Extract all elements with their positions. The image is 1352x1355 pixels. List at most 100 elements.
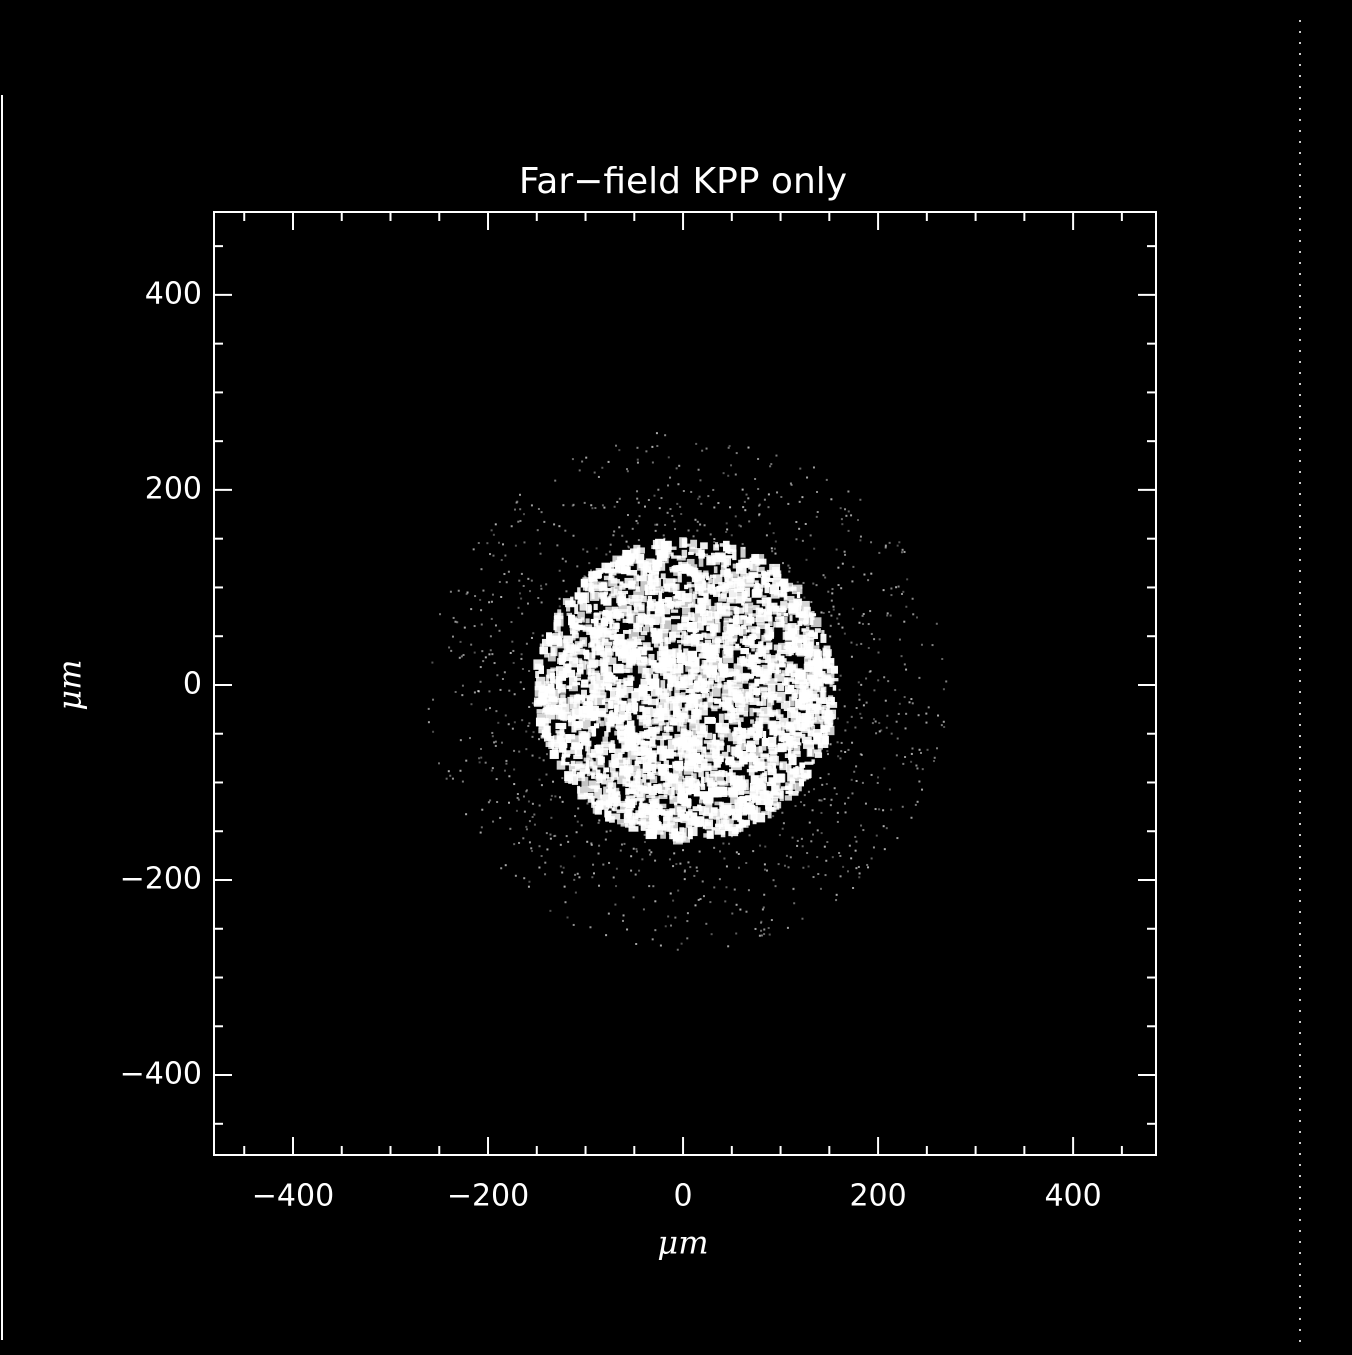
speckle-halo: [889, 789, 891, 791]
speckle-grain: [575, 649, 585, 655]
speckle-grain: [614, 609, 619, 617]
speckle-halo: [508, 775, 510, 777]
speckle-grain: [770, 756, 779, 766]
speckle-halo: [729, 506, 731, 508]
speckle-grain: [680, 795, 685, 805]
speckle-grain: [710, 590, 717, 595]
speckle-halo: [598, 885, 600, 887]
speckle-grain: [820, 634, 826, 643]
speckle-halo: [848, 510, 850, 512]
speckle-halo: [744, 501, 746, 503]
speckle-grain: [582, 661, 586, 670]
speckle-halo: [586, 841, 588, 843]
speckle-halo: [866, 864, 868, 866]
speckle-halo: [531, 637, 533, 639]
speckle-halo: [845, 811, 847, 813]
speckle-halo: [699, 524, 701, 526]
speckle-halo: [622, 920, 624, 922]
speckle-grain: [542, 639, 552, 647]
speckle-halo: [735, 474, 737, 476]
speckle-grain: [806, 680, 813, 686]
speckle-halo: [808, 791, 810, 793]
speckle-grain: [671, 780, 674, 789]
speckle-grain: [687, 790, 695, 794]
speckle-halo: [598, 845, 600, 847]
speckle-halo: [550, 799, 552, 801]
speckle-grain: [725, 649, 731, 656]
speckle-grain: [643, 763, 651, 773]
speckle-halo: [613, 876, 615, 878]
speckle-halo: [492, 821, 494, 823]
speckle-grain: [732, 683, 742, 688]
speckle-halo: [793, 902, 795, 904]
speckle-grain: [582, 640, 585, 644]
speckle-grain: [605, 607, 612, 616]
speckle-halo: [898, 586, 900, 588]
speckle-halo: [726, 522, 728, 524]
speckle-halo: [776, 491, 778, 493]
speckle-grain: [603, 767, 609, 772]
speckle-grain: [664, 688, 671, 696]
speckle-grain: [618, 753, 622, 760]
speckle-halo: [759, 935, 761, 937]
speckle-halo: [593, 872, 595, 874]
speckle-grain: [807, 717, 811, 724]
speckle-halo: [724, 900, 726, 902]
speckle-grain: [750, 572, 759, 576]
speckle-grain: [606, 800, 610, 808]
speckle-grain: [587, 769, 590, 776]
speckle-grain: [718, 757, 724, 762]
speckle-halo: [489, 553, 491, 555]
speckle-grain: [661, 811, 672, 816]
speckle-grain: [804, 657, 811, 665]
speckle-grain: [813, 658, 820, 662]
speckle-grain: [587, 713, 593, 718]
speckle-halo: [837, 567, 839, 569]
speckle-halo: [873, 689, 875, 691]
speckle-halo: [514, 721, 516, 723]
speckle-grain: [610, 562, 619, 568]
speckle-grain: [604, 591, 608, 594]
speckle-grain: [736, 670, 740, 681]
speckle-halo: [660, 945, 662, 947]
speckle-halo: [757, 458, 759, 460]
speckle-halo: [467, 592, 469, 594]
speckle-halo: [911, 753, 913, 755]
speckle-grain: [561, 757, 564, 763]
speckle-halo: [875, 732, 877, 734]
speckle-grain: [626, 705, 629, 712]
speckle-halo: [820, 611, 822, 613]
speckle-halo: [565, 560, 567, 562]
speckle-halo: [727, 945, 729, 947]
speckle-grain: [763, 731, 766, 739]
speckle-grain: [549, 690, 559, 700]
speckle-halo: [499, 630, 501, 632]
speckle-halo: [823, 574, 825, 576]
speckle-halo: [639, 515, 641, 517]
speckle-grain: [817, 697, 825, 703]
speckle-halo: [539, 804, 541, 806]
speckle-grain: [571, 742, 580, 750]
speckle-grain: [821, 687, 825, 697]
speckle-grain: [769, 711, 774, 717]
speckle-grain: [600, 651, 607, 657]
speckle-halo: [810, 601, 812, 603]
speckle-grain: [768, 737, 776, 747]
speckle-halo: [481, 624, 483, 626]
speckle-halo: [883, 589, 885, 591]
speckle-halo: [760, 930, 762, 932]
speckle-grain: [562, 654, 573, 661]
speckle-grain: [677, 652, 686, 663]
speckle-halo: [885, 700, 887, 702]
speckle-grain: [662, 733, 669, 736]
speckle-halo: [648, 885, 650, 887]
speckle-grain: [678, 644, 681, 653]
speckle-halo: [520, 598, 522, 600]
speckle-halo: [683, 490, 685, 492]
speckle-halo: [523, 585, 525, 587]
speckle-halo: [821, 784, 823, 786]
speckle-halo: [638, 870, 640, 872]
speckle-grain: [538, 666, 544, 674]
speckle-grain: [608, 722, 614, 726]
speckle-grain: [699, 800, 702, 804]
